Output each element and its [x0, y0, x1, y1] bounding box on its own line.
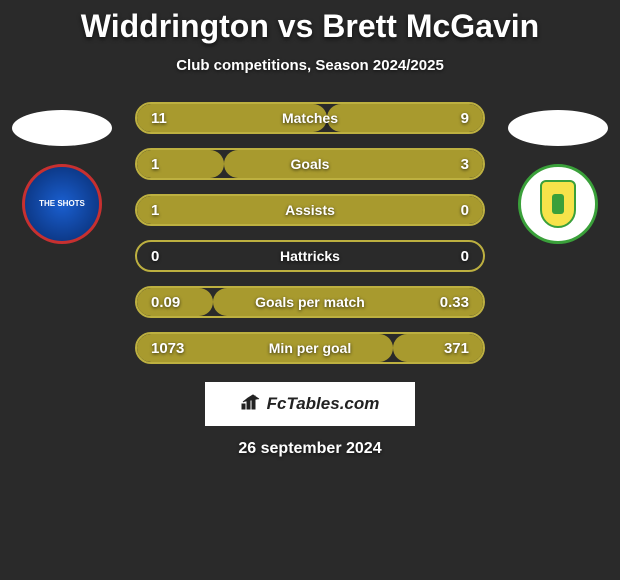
source-badge[interactable]: FcTables.com — [205, 382, 415, 426]
subtitle: Club competitions, Season 2024/2025 — [0, 57, 620, 74]
stat-bar: 1 3 Goals — [135, 148, 485, 180]
stat-label: Matches — [282, 110, 338, 126]
source-badge-text: FcTables.com — [267, 394, 380, 414]
stat-value-left: 1 — [151, 156, 159, 173]
left-avatar-placeholder — [12, 110, 112, 146]
chart-icon — [241, 394, 261, 415]
stat-fill-right — [327, 104, 483, 132]
stat-label: Min per goal — [269, 340, 351, 356]
left-player-col: THE SHOTS — [7, 102, 117, 244]
main-row: THE SHOTS 11 9 Matches 1 3 Goals 1 0 Assists 0 0 Ha… — [0, 102, 620, 364]
left-club-crest-text: THE SHOTS — [39, 200, 85, 209]
stat-value-right: 3 — [461, 156, 469, 173]
stat-value-right: 371 — [444, 340, 469, 357]
stat-bar: 0.09 0.33 Goals per match — [135, 286, 485, 318]
stat-bar: 11 9 Matches — [135, 102, 485, 134]
left-club-crest: THE SHOTS — [22, 164, 102, 244]
stat-bar: 0 0 Hattricks — [135, 240, 485, 272]
stat-fill-right — [224, 150, 484, 178]
stat-value-left: 1073 — [151, 340, 184, 357]
stat-value-right: 9 — [461, 110, 469, 127]
stat-bar: 1073 371 Min per goal — [135, 332, 485, 364]
stat-value-right: 0 — [461, 202, 469, 219]
stat-value-left: 0 — [151, 248, 159, 265]
stat-value-left: 0.09 — [151, 294, 180, 311]
stat-label: Hattricks — [280, 248, 340, 264]
infographic-root: Widdrington vs Brett McGavin Club compet… — [0, 0, 620, 458]
right-crest-shield-icon — [540, 180, 576, 228]
right-club-crest — [518, 164, 598, 244]
stat-fill-right — [393, 334, 483, 362]
stat-value-right: 0.33 — [440, 294, 469, 311]
stat-fill-left — [137, 150, 224, 178]
stat-value-left: 1 — [151, 202, 159, 219]
stat-label: Goals per match — [255, 294, 365, 310]
stat-label: Goals — [291, 156, 330, 172]
right-avatar-placeholder — [508, 110, 608, 146]
stat-bar: 1 0 Assists — [135, 194, 485, 226]
right-player-col — [503, 102, 613, 244]
page-title: Widdrington vs Brett McGavin — [0, 8, 620, 45]
stat-label: Assists — [285, 202, 335, 218]
stat-value-right: 0 — [461, 248, 469, 265]
stats-column: 11 9 Matches 1 3 Goals 1 0 Assists 0 0 Hattricks 0.0… — [135, 102, 485, 364]
date-text: 26 september 2024 — [0, 440, 620, 458]
stat-value-left: 11 — [151, 110, 167, 127]
